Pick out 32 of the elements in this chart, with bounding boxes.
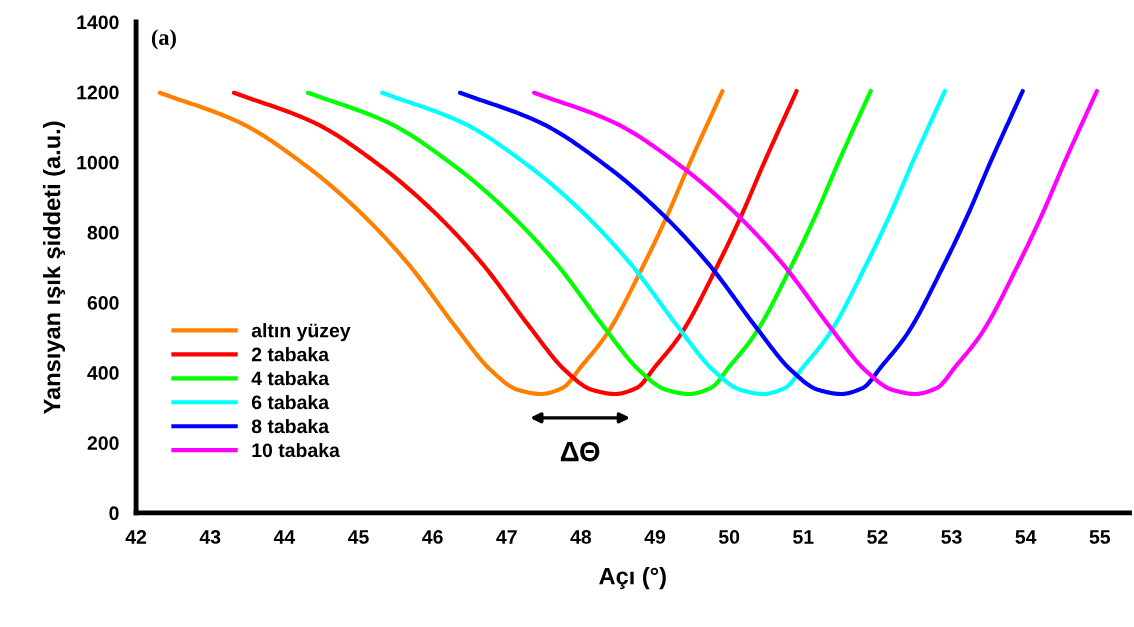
y-tick-label: 600 [87,295,119,310]
x-tick-label: 44 [273,530,296,544]
x-tick-label: 52 [867,530,888,544]
x-axis-title: Açı (°) [599,567,666,590]
legend-label: 4 tabaka [251,371,330,386]
y-tick-label: 200 [87,436,119,450]
x-tick-label: 53 [941,530,962,544]
legend-label: altın yüzey [251,323,351,342]
legend-label: 10 tabaka [252,442,340,458]
y-tick-label: 800 [87,225,119,240]
x-tick-label: 51 [793,530,814,544]
y-tick-label: 1200 [77,85,119,100]
legend-label: 8 tabaka [251,418,330,434]
legend-label: 6 tabaka [251,394,330,410]
x-tick-label: 42 [125,530,147,544]
y-tick-label: 400 [87,366,119,380]
x-tick-label: 46 [422,530,443,544]
annotation: ΔΘ [560,441,600,462]
x-tick-label: 45 [347,530,369,544]
x-tick-label: 47 [496,530,517,544]
x-tick-label: 50 [718,530,740,544]
x-tick-label: 49 [644,530,666,544]
annotation: (a) [151,29,176,50]
y-tick-label: 1400 [77,15,119,30]
legend-label: 2 tabaka [251,347,330,362]
x-tick-label: 54 [1015,530,1037,544]
y-tick-label: 0 [109,506,119,521]
y-axis-title: Yansıyan ışık şiddeti (a.u.) [43,121,66,414]
x-tick-label: 48 [570,530,592,544]
y-tick-label: 1000 [77,155,119,170]
x-tick-label: 55 [1089,530,1111,544]
x-tick-label: 43 [199,530,221,544]
